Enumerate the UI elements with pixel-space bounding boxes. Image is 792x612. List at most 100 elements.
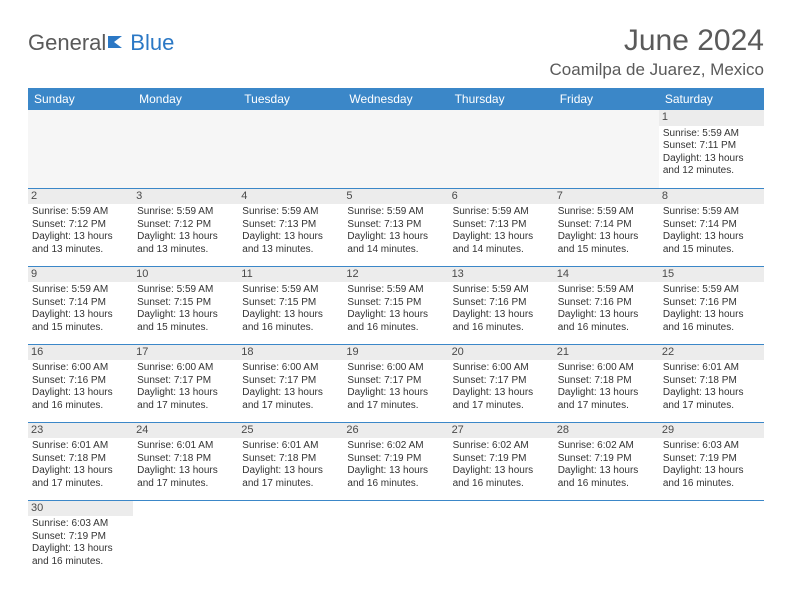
day-number: 13 [449, 267, 554, 283]
calendar-cell: 1Sunrise: 5:59 AMSunset: 7:11 PMDaylight… [659, 110, 764, 188]
calendar-cell: 30Sunrise: 6:03 AMSunset: 7:19 PMDayligh… [28, 500, 133, 578]
day-number: 20 [449, 345, 554, 361]
weekday-header: Thursday [449, 88, 554, 110]
day-number: 15 [659, 267, 764, 283]
calendar-cell: 2Sunrise: 5:59 AMSunset: 7:12 PMDaylight… [28, 188, 133, 266]
daylight-text: Daylight: 13 hours and 17 minutes. [242, 465, 339, 490]
sunset-text: Sunset: 7:19 PM [347, 453, 444, 466]
daylight-text: Daylight: 13 hours and 16 minutes. [242, 309, 339, 334]
month-title: June 2024 [550, 24, 764, 58]
calendar-cell: 28Sunrise: 6:02 AMSunset: 7:19 PMDayligh… [554, 422, 659, 500]
sunset-text: Sunset: 7:13 PM [242, 219, 339, 232]
daylight-text: Daylight: 13 hours and 15 minutes. [32, 309, 129, 334]
sunrise-text: Sunrise: 5:59 AM [558, 206, 655, 219]
day-number: 30 [28, 501, 133, 517]
day-number: 2 [28, 189, 133, 205]
daylight-text: Daylight: 13 hours and 13 minutes. [137, 231, 234, 256]
sunset-text: Sunset: 7:15 PM [137, 297, 234, 310]
calendar-cell: 27Sunrise: 6:02 AMSunset: 7:19 PMDayligh… [449, 422, 554, 500]
daylight-text: Daylight: 13 hours and 15 minutes. [663, 231, 760, 256]
calendar-cell-empty [238, 110, 343, 188]
sunset-text: Sunset: 7:13 PM [453, 219, 550, 232]
sunset-text: Sunset: 7:19 PM [558, 453, 655, 466]
calendar-cell: 18Sunrise: 6:00 AMSunset: 7:17 PMDayligh… [238, 344, 343, 422]
sunset-text: Sunset: 7:19 PM [453, 453, 550, 466]
day-number: 16 [28, 345, 133, 361]
sunset-text: Sunset: 7:18 PM [663, 375, 760, 388]
calendar-row: 2Sunrise: 5:59 AMSunset: 7:12 PMDaylight… [28, 188, 764, 266]
sunrise-text: Sunrise: 5:59 AM [453, 284, 550, 297]
sunrise-text: Sunrise: 6:00 AM [242, 362, 339, 375]
sunrise-text: Sunrise: 6:01 AM [137, 440, 234, 453]
calendar-cell-empty [238, 500, 343, 578]
daylight-text: Daylight: 13 hours and 14 minutes. [453, 231, 550, 256]
calendar-cell-empty [133, 110, 238, 188]
daylight-text: Daylight: 13 hours and 17 minutes. [347, 387, 444, 412]
calendar-cell: 6Sunrise: 5:59 AMSunset: 7:13 PMDaylight… [449, 188, 554, 266]
calendar-row: 23Sunrise: 6:01 AMSunset: 7:18 PMDayligh… [28, 422, 764, 500]
sunset-text: Sunset: 7:16 PM [558, 297, 655, 310]
calendar-cell-empty [554, 500, 659, 578]
calendar-cell: 10Sunrise: 5:59 AMSunset: 7:15 PMDayligh… [133, 266, 238, 344]
daylight-text: Daylight: 13 hours and 16 minutes. [347, 309, 444, 334]
sunset-text: Sunset: 7:12 PM [32, 219, 129, 232]
sunrise-text: Sunrise: 5:59 AM [242, 206, 339, 219]
sunrise-text: Sunrise: 5:59 AM [32, 206, 129, 219]
title-block: June 2024 Coamilpa de Juarez, Mexico [550, 24, 764, 80]
sunset-text: Sunset: 7:16 PM [453, 297, 550, 310]
daylight-text: Daylight: 13 hours and 16 minutes. [663, 309, 760, 334]
calendar-cell: 23Sunrise: 6:01 AMSunset: 7:18 PMDayligh… [28, 422, 133, 500]
day-number: 8 [659, 189, 764, 205]
sunrise-text: Sunrise: 6:03 AM [32, 518, 129, 531]
day-number: 19 [343, 345, 448, 361]
calendar-cell-empty [28, 110, 133, 188]
calendar-cell: 24Sunrise: 6:01 AMSunset: 7:18 PMDayligh… [133, 422, 238, 500]
calendar-cell-empty [133, 500, 238, 578]
daylight-text: Daylight: 13 hours and 16 minutes. [347, 465, 444, 490]
sunrise-text: Sunrise: 5:59 AM [347, 284, 444, 297]
sunset-text: Sunset: 7:18 PM [32, 453, 129, 466]
day-number: 4 [238, 189, 343, 205]
calendar-cell: 15Sunrise: 5:59 AMSunset: 7:16 PMDayligh… [659, 266, 764, 344]
header: General Blue June 2024 Coamilpa de Juare… [28, 24, 764, 80]
sunset-text: Sunset: 7:15 PM [347, 297, 444, 310]
daylight-text: Daylight: 13 hours and 17 minutes. [242, 387, 339, 412]
day-number: 5 [343, 189, 448, 205]
sunset-text: Sunset: 7:15 PM [242, 297, 339, 310]
sunrise-text: Sunrise: 6:02 AM [347, 440, 444, 453]
sunrise-text: Sunrise: 5:59 AM [453, 206, 550, 219]
sunrise-text: Sunrise: 6:00 AM [347, 362, 444, 375]
calendar-cell: 12Sunrise: 5:59 AMSunset: 7:15 PMDayligh… [343, 266, 448, 344]
daylight-text: Daylight: 13 hours and 17 minutes. [137, 465, 234, 490]
sunset-text: Sunset: 7:12 PM [137, 219, 234, 232]
flag-icon [108, 34, 130, 55]
daylight-text: Daylight: 13 hours and 13 minutes. [32, 231, 129, 256]
calendar-cell: 9Sunrise: 5:59 AMSunset: 7:14 PMDaylight… [28, 266, 133, 344]
sunrise-text: Sunrise: 6:03 AM [663, 440, 760, 453]
calendar-cell-empty [554, 110, 659, 188]
sunset-text: Sunset: 7:14 PM [32, 297, 129, 310]
day-number: 1 [659, 110, 764, 126]
day-number: 11 [238, 267, 343, 283]
calendar-cell: 14Sunrise: 5:59 AMSunset: 7:16 PMDayligh… [554, 266, 659, 344]
daylight-text: Daylight: 13 hours and 16 minutes. [453, 465, 550, 490]
calendar-cell: 16Sunrise: 6:00 AMSunset: 7:16 PMDayligh… [28, 344, 133, 422]
day-number: 24 [133, 423, 238, 439]
calendar-row: 1Sunrise: 5:59 AMSunset: 7:11 PMDaylight… [28, 110, 764, 188]
daylight-text: Daylight: 13 hours and 13 minutes. [242, 231, 339, 256]
calendar-cell: 20Sunrise: 6:00 AMSunset: 7:17 PMDayligh… [449, 344, 554, 422]
day-number: 18 [238, 345, 343, 361]
sunset-text: Sunset: 7:13 PM [347, 219, 444, 232]
sunset-text: Sunset: 7:17 PM [137, 375, 234, 388]
calendar-cell-empty [343, 500, 448, 578]
day-number: 21 [554, 345, 659, 361]
sunset-text: Sunset: 7:16 PM [663, 297, 760, 310]
sunset-text: Sunset: 7:18 PM [137, 453, 234, 466]
daylight-text: Daylight: 13 hours and 17 minutes. [137, 387, 234, 412]
day-number: 23 [28, 423, 133, 439]
sunrise-text: Sunrise: 5:59 AM [32, 284, 129, 297]
calendar-cell-empty [449, 500, 554, 578]
calendar-cell: 26Sunrise: 6:02 AMSunset: 7:19 PMDayligh… [343, 422, 448, 500]
sunset-text: Sunset: 7:11 PM [663, 140, 760, 153]
location-label: Coamilpa de Juarez, Mexico [550, 60, 764, 80]
